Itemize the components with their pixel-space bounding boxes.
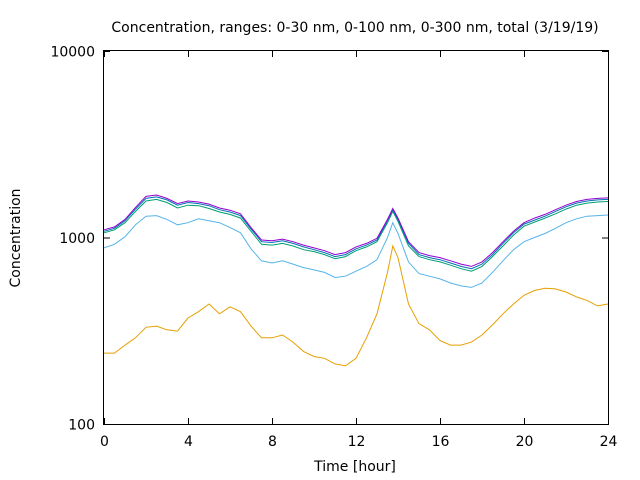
series-line-5 xyxy=(103,194,609,267)
y-tick-label: 1000 xyxy=(59,231,95,247)
x-axis-label: Time [hour] xyxy=(313,459,396,475)
x-tick-label: 4 xyxy=(184,434,193,450)
x-tick-label: 12 xyxy=(348,434,366,450)
chart-title: Concentration, ranges: 0-30 nm, 0-100 nm… xyxy=(111,20,598,36)
x-tick-label: 16 xyxy=(432,434,450,450)
series-layer xyxy=(103,194,609,367)
plot-frame xyxy=(103,50,609,425)
y-tick-label: 10000 xyxy=(50,45,95,61)
ticks-layer: 0 4 8 12 16 20 24 100 1000 10000 xyxy=(50,45,617,451)
x-tick-label: 24 xyxy=(600,434,618,450)
series-line-3 xyxy=(103,198,609,272)
y-tick-label: 100 xyxy=(68,418,95,434)
x-tick-label: 20 xyxy=(516,434,534,450)
x-tick-label: 8 xyxy=(268,434,277,450)
series-line-1 xyxy=(104,244,609,367)
x-tick-label: 0 xyxy=(100,434,109,450)
y-axis-label: Concentration xyxy=(8,188,24,287)
series-line-2 xyxy=(103,214,609,288)
series-line-4 xyxy=(103,196,609,270)
